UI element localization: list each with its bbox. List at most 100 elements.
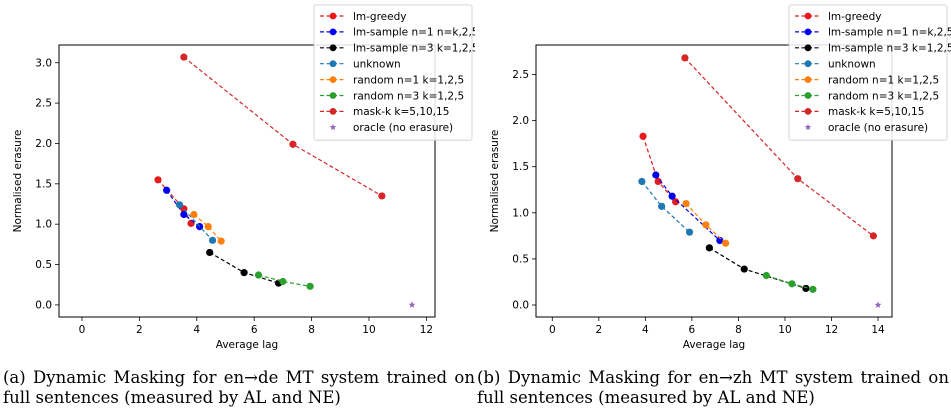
legend-marker xyxy=(804,123,812,131)
legend-item: random n=1 k=1,2,5 xyxy=(320,74,464,86)
series-line xyxy=(642,136,677,203)
data-point xyxy=(408,301,416,308)
data-point xyxy=(874,301,882,308)
data-point xyxy=(638,177,646,186)
y-tick-label: 1.5 xyxy=(35,178,52,190)
data-point xyxy=(716,236,724,245)
legend-label: mask-k k=5,10,15 xyxy=(353,106,449,118)
series-5 xyxy=(762,271,817,293)
series-7 xyxy=(874,301,882,308)
legend-item: lm-sample n=1 n=k,2,5 xyxy=(320,27,475,39)
legend-label: oracle (no erasure) xyxy=(828,122,928,134)
legend-item: mask-k k=5,10,15 xyxy=(320,106,449,118)
x-tick-label: 4 xyxy=(193,324,200,336)
x-tick-label: 8 xyxy=(308,324,315,336)
legend-item: lm-sample n=1 n=k,2,5 xyxy=(795,27,951,39)
y-tick-label: 0.5 xyxy=(512,253,529,265)
data-point xyxy=(306,282,314,290)
x-axis-label: Average lag xyxy=(216,339,278,351)
data-point xyxy=(702,221,710,229)
legend-marker xyxy=(329,76,337,83)
x-tick-label: 12 xyxy=(420,324,433,336)
y-tick-label: 2.0 xyxy=(35,138,52,150)
legend-item: random n=3 k=1,2,5 xyxy=(795,90,939,102)
series-7 xyxy=(408,301,416,308)
y-axis-label: Normalised erasure xyxy=(489,130,501,233)
legend-marker xyxy=(804,28,812,36)
data-point xyxy=(705,244,713,252)
legend-marker xyxy=(329,92,337,99)
x-tick-label: 12 xyxy=(825,324,838,336)
data-point xyxy=(163,186,171,194)
x-tick-label: 0 xyxy=(549,324,556,336)
data-point xyxy=(788,280,796,288)
x-tick-label: 4 xyxy=(642,324,649,336)
legend-item: unknown xyxy=(320,59,401,71)
series-5 xyxy=(254,271,314,290)
legend-item: lm-sample n=3 k=1,2,5 xyxy=(795,43,951,55)
data-point xyxy=(254,271,263,279)
y-tick-label: 2.5 xyxy=(35,98,52,110)
legend-label: lm-greedy xyxy=(353,11,406,23)
legend: lm-greedy lm-sample n=1 n=k,2,5 lm-sample … xyxy=(788,4,951,141)
series-6 xyxy=(180,53,386,200)
data-point xyxy=(289,140,297,148)
series-6 xyxy=(681,54,877,240)
data-point xyxy=(654,177,662,186)
x-axis-label: Average lag xyxy=(683,339,745,351)
legend-label: oracle (no erasure) xyxy=(353,122,453,134)
y-tick-label: 3.0 xyxy=(35,57,52,69)
legend-item: mask-k k=5,10,15 xyxy=(795,106,924,118)
legend-label: lm-sample n=1 n=k,2,5 xyxy=(353,27,475,39)
data-point xyxy=(802,284,810,293)
legend-label: lm-sample n=3 k=1,2,5 xyxy=(353,43,475,55)
legend: lm-greedy lm-sample n=1 n=k,2,5 lm-sample … xyxy=(313,4,475,141)
data-point xyxy=(652,171,660,179)
x-tick-label: 2 xyxy=(136,324,143,336)
series-line xyxy=(179,204,213,241)
y-tick-label: 0.5 xyxy=(35,259,52,271)
series-2 xyxy=(705,244,810,293)
legend-item: lm-sample n=3 k=1,2,5 xyxy=(320,43,475,55)
y-tick-label: 2.0 xyxy=(512,115,529,127)
x-tick-label: 6 xyxy=(251,324,258,336)
x-tick-label: 10 xyxy=(362,324,375,336)
data-point xyxy=(762,271,770,280)
legend-item: oracle (no erasure) xyxy=(329,122,453,134)
legend-item: lm-greedy xyxy=(795,11,881,23)
legend-marker xyxy=(329,12,337,20)
legend-marker xyxy=(804,76,812,83)
legend-label: unknown xyxy=(353,59,401,71)
legend-marker xyxy=(329,28,337,36)
data-point xyxy=(208,236,217,244)
data-point xyxy=(180,210,188,219)
data-point xyxy=(639,132,647,140)
data-point xyxy=(794,175,802,183)
x-tick-label: 2 xyxy=(595,324,602,336)
legend-item: random n=3 k=1,2,5 xyxy=(320,90,464,102)
y-axis-label: Normalised erasure xyxy=(12,130,24,233)
data-point xyxy=(668,192,676,200)
x-tick-label: 6 xyxy=(689,324,696,336)
legend-marker xyxy=(804,92,812,99)
legend-marker xyxy=(329,108,337,115)
plot-frame xyxy=(535,44,893,318)
data-point xyxy=(681,54,689,62)
legend-label: random n=3 k=1,2,5 xyxy=(353,90,464,102)
series-3 xyxy=(638,177,694,236)
data-point xyxy=(180,53,188,61)
legend-label: lm-greedy xyxy=(828,11,881,23)
x-tick-label: 8 xyxy=(735,324,742,336)
data-point xyxy=(187,219,195,227)
legend-marker xyxy=(804,12,812,20)
y-tick-label: 1.5 xyxy=(512,161,529,173)
y-tick-label: 1.0 xyxy=(35,219,52,231)
plot-frame xyxy=(58,44,436,318)
y-tick-label: 1.0 xyxy=(512,207,529,219)
caption-a: (a) Dynamic Masking for en→de MT system … xyxy=(3,368,475,407)
x-tick-label: 0 xyxy=(79,324,86,336)
series-4 xyxy=(190,210,225,245)
data-point xyxy=(672,198,680,206)
series-line xyxy=(209,251,279,284)
data-point xyxy=(378,192,386,200)
